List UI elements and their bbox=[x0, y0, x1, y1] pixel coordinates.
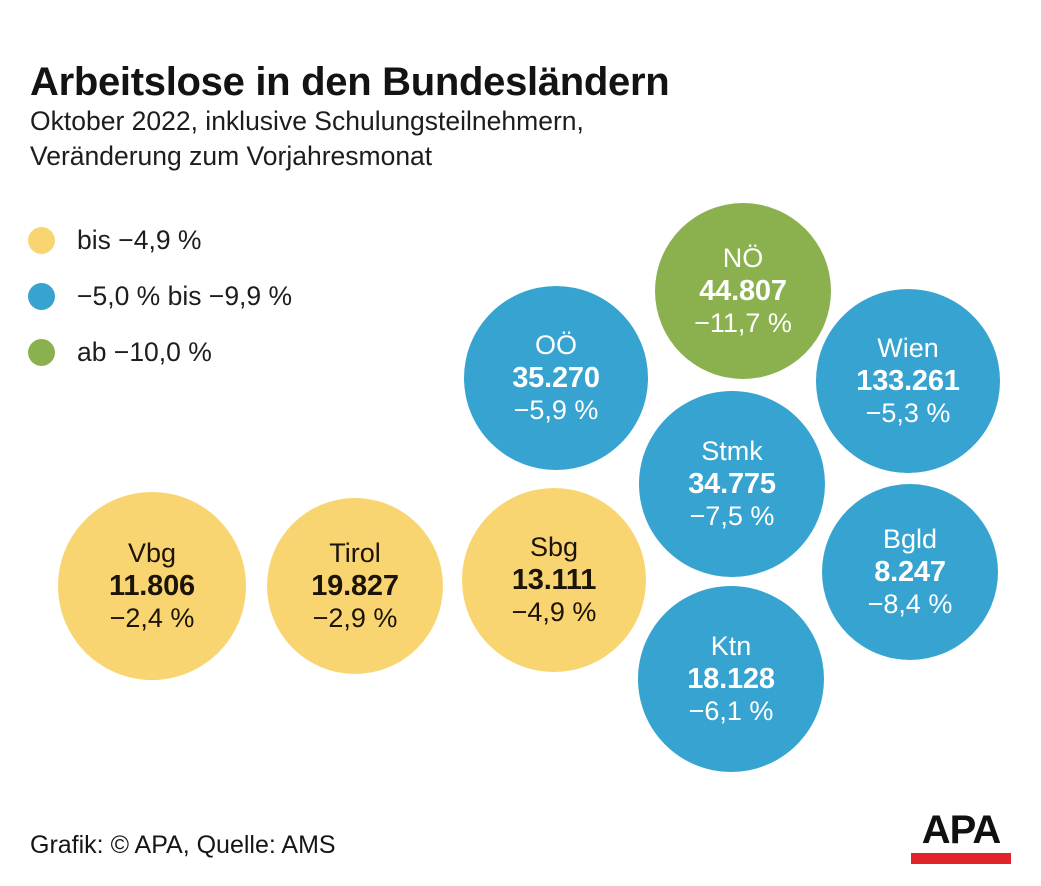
legend-label-green: ab −10,0 % bbox=[77, 336, 212, 367]
bubble-change: −4,9 % bbox=[511, 597, 597, 627]
bubble-region-label: NÖ bbox=[722, 243, 764, 273]
bubble-value: 8.247 bbox=[874, 556, 946, 588]
subtitle-line-1: Oktober 2022, inklusive Schulungsteilneh… bbox=[30, 106, 584, 136]
bubble-change: −2,4 % bbox=[109, 603, 195, 633]
bubble-value: 13.111 bbox=[511, 564, 597, 596]
bubble-change: −2,9 % bbox=[312, 603, 398, 633]
bubble-value: 34.775 bbox=[688, 468, 776, 500]
legend-label-blue: −5,0 % bis −9,9 % bbox=[77, 280, 293, 311]
legend-color-dot-blue bbox=[28, 282, 55, 310]
bubble-value: 19.827 bbox=[311, 570, 399, 602]
bubble-region-label: Sbg bbox=[529, 532, 579, 562]
bubble-sbg: Sbg 13.111 −4,9 % bbox=[462, 488, 646, 672]
bubble-change: −7,5 % bbox=[689, 501, 775, 531]
bubble-region-label: Ktn bbox=[710, 631, 752, 661]
bubble-region-label: Stmk bbox=[701, 436, 763, 466]
bubble-o-: OÖ 35.270 −5,9 % bbox=[464, 286, 648, 470]
legend-label-yellow: bis −4,9 % bbox=[77, 224, 202, 255]
bubble-value: 35.270 bbox=[512, 362, 600, 394]
bubble-vbg: Vbg 11.806 −2,4 % bbox=[58, 492, 246, 680]
legend-item-blue: −5,0 % bis −9,9 % bbox=[28, 268, 448, 324]
bubble-region-label: OÖ bbox=[534, 330, 577, 360]
bubble-value: 44.807 bbox=[699, 275, 787, 307]
bubble-value: 11.806 bbox=[109, 570, 195, 602]
legend: bis −4,9 % −5,0 % bis −9,9 % ab −10,0 % bbox=[28, 212, 448, 380]
bubble-stmk: Stmk 34.775 −7,5 % bbox=[639, 391, 825, 577]
bubble-ktn: Ktn 18.128 −6,1 % bbox=[638, 586, 824, 772]
source-note: Grafik: © APA, Quelle: AMS bbox=[30, 831, 336, 859]
bubble-change: −6,1 % bbox=[688, 696, 774, 726]
page-title: Arbeitslose in den Bundesländern bbox=[30, 59, 670, 104]
legend-color-dot-yellow bbox=[28, 226, 55, 254]
bubble-region-label: Bgld bbox=[882, 524, 938, 554]
apa-logo-red-bar bbox=[911, 853, 1011, 864]
page-subtitle: Oktober 2022, inklusive Schulungsteilneh… bbox=[30, 104, 850, 174]
legend-item-yellow: bis −4,9 % bbox=[28, 212, 448, 268]
bubble-change: −5,3 % bbox=[865, 398, 951, 428]
bubble-tirol: Tirol 19.827 −2,9 % bbox=[267, 498, 443, 674]
bubble-bgld: Bgld 8.247 −8,4 % bbox=[822, 484, 998, 660]
bubble-wien: Wien 133.261 −5,3 % bbox=[816, 289, 1000, 473]
bubble-change: −5,9 % bbox=[513, 395, 599, 425]
legend-item-green: ab −10,0 % bbox=[28, 324, 448, 380]
apa-logo: APA bbox=[911, 808, 1011, 866]
legend-color-dot-green bbox=[28, 338, 55, 366]
bubble-n-: NÖ 44.807 −11,7 % bbox=[655, 203, 831, 379]
bubble-change: −11,7 % bbox=[694, 308, 792, 338]
bubble-region-label: Tirol bbox=[329, 538, 381, 568]
apa-logo-text: APA bbox=[921, 808, 1001, 852]
subtitle-line-2: Veränderung zum Vorjahresmonat bbox=[30, 140, 433, 171]
bubble-region-label: Wien bbox=[877, 333, 939, 363]
bubble-value: 133.261 bbox=[856, 365, 960, 397]
bubble-region-label: Vbg bbox=[127, 538, 177, 568]
bubble-change: −8,4 % bbox=[867, 589, 953, 619]
bubble-value: 18.128 bbox=[687, 663, 775, 695]
